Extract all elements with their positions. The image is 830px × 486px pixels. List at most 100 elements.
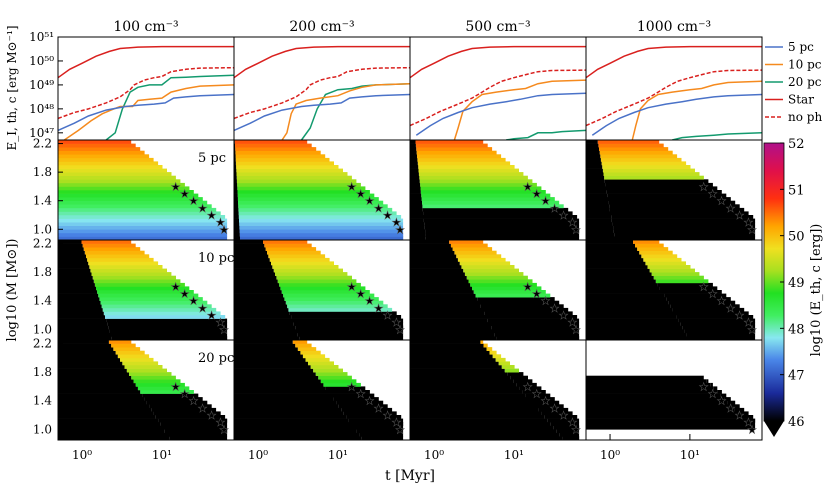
star-marker: ★ — [717, 295, 727, 308]
heatmap-cell-empty — [586, 307, 673, 312]
heatmap-cell-empty — [410, 368, 505, 373]
heatmap-cell-empty — [586, 200, 609, 205]
x-tick-label: 10⁰ — [248, 448, 268, 462]
y-tick-label: 1.4 — [33, 194, 52, 208]
heatmap-cell — [237, 197, 379, 201]
y-tick-label: 1.8 — [33, 265, 52, 279]
heatmap-cell — [510, 375, 528, 380]
heatmap-cell — [126, 368, 167, 373]
heatmap-cell — [135, 382, 185, 387]
legend-label: no ph — [788, 110, 822, 124]
heatmap-cell — [641, 254, 678, 259]
heatmap-cell-empty — [58, 322, 108, 326]
heatmap-cell-empty — [410, 429, 557, 434]
heatmap-cell — [94, 282, 185, 287]
heatmap-cell-empty — [410, 290, 474, 294]
heatmap-cell-empty — [234, 193, 238, 198]
x-tick-label: 10¹ — [152, 448, 172, 462]
heatmap-cell-empty — [58, 340, 109, 344]
heatmap-cell-empty — [410, 375, 511, 380]
heatmap-cell-empty — [410, 207, 423, 212]
heatmap-cell-empty — [586, 182, 606, 187]
heatmap-cell — [668, 300, 736, 305]
heatmap-cell-empty — [58, 300, 101, 305]
heatmap-cell — [493, 329, 580, 334]
heatmap-cell — [302, 354, 326, 359]
heatmap-cell — [600, 154, 678, 159]
colorbar-label: log10 (E_th, c [erg]) — [809, 224, 824, 357]
star-marker: ★ — [571, 223, 581, 236]
heatmap-cell-empty — [410, 215, 424, 219]
heatmap-cell-empty — [234, 432, 360, 437]
heatmap-cell — [553, 425, 580, 430]
energy-panel: 10⁴⁷ 10⁴⁸ 10⁴⁹ 10⁵⁰ 10⁵¹ — [29, 30, 235, 141]
heatmap-cell-empty — [58, 379, 134, 384]
heatmap-cell — [267, 250, 321, 255]
heatmap-cell — [318, 375, 352, 380]
heatmap-cell — [239, 225, 404, 230]
x-tick-label: 10⁰ — [72, 448, 92, 462]
heatmap-cell-empty — [410, 232, 426, 237]
heatmap-cell — [240, 236, 404, 241]
heatmap-cell-empty — [234, 186, 238, 191]
heatmap-cell — [162, 425, 228, 430]
star-marker: ★ — [532, 188, 542, 201]
heatmap-cell — [645, 261, 686, 266]
star-marker: ★ — [383, 209, 393, 222]
heatmap-cell-empty — [586, 197, 608, 201]
heatmap-cell — [293, 322, 404, 326]
heatmap-cell-empty — [234, 207, 239, 212]
heatmap-cell-empty — [234, 261, 271, 266]
heatmap-panel: ★★★★★★★20 pc1.01.41.82.2 — [33, 337, 235, 441]
heatmap-cell — [285, 300, 384, 305]
heatmap-cell — [649, 268, 695, 273]
star-marker: ★ — [523, 380, 533, 393]
heatmap-cell-empty — [234, 200, 238, 205]
heatmap-cell-empty — [410, 400, 532, 405]
heatmap-cell-empty — [410, 422, 551, 426]
heatmap-cell — [611, 215, 754, 219]
heatmap-cell-empty — [410, 218, 424, 223]
heatmap-cell-empty — [586, 225, 614, 230]
heatmap-cell — [670, 304, 740, 309]
heatmap-cell — [82, 243, 136, 248]
heatmap-cell-empty — [234, 168, 237, 173]
heatmap-cell — [606, 190, 722, 194]
heatmap-cell — [58, 204, 212, 209]
heatmap-cell-empty — [234, 286, 281, 291]
heatmap-cell — [273, 268, 343, 273]
heatmap-cell-empty — [586, 425, 753, 430]
heatmap-cell-empty — [410, 186, 421, 191]
heatmap-cell — [651, 272, 700, 276]
heatmap-cell — [659, 286, 718, 291]
heatmap-cell — [487, 318, 580, 323]
heatmap-cell-empty — [410, 168, 419, 173]
heatmap-cell — [450, 243, 488, 248]
series-line-10-pc — [63, 84, 235, 141]
heatmap-cell-empty — [586, 332, 687, 337]
heatmap-cell-empty — [234, 425, 354, 430]
heatmap-cell-empty — [234, 336, 300, 341]
heatmap-cell — [643, 257, 682, 262]
heatmap-cell-empty — [58, 386, 138, 391]
heatmap-cell — [235, 150, 321, 155]
heatmap-cell — [664, 293, 727, 298]
series-line-5-pc — [233, 93, 411, 132]
heatmap-cell-empty — [58, 375, 132, 380]
heatmap-cell — [734, 407, 745, 412]
heatmap-cell — [235, 157, 330, 162]
heatmap-cell — [417, 157, 506, 162]
heatmap-cell-empty — [586, 293, 665, 298]
heatmap-cell — [346, 415, 402, 419]
heatmap-cell — [489, 350, 497, 355]
heatmap-cell-empty — [586, 400, 728, 405]
heatmap-cell-empty — [234, 297, 285, 301]
heatmap-cell-empty — [234, 265, 273, 269]
heatmap-cell-empty — [586, 397, 725, 401]
heatmap-cell-empty — [410, 436, 563, 441]
heatmap-cell — [263, 240, 308, 244]
heatmap-cell — [280, 286, 366, 291]
heatmap-cell — [133, 379, 181, 384]
heatmap-cell-empty — [58, 261, 89, 266]
